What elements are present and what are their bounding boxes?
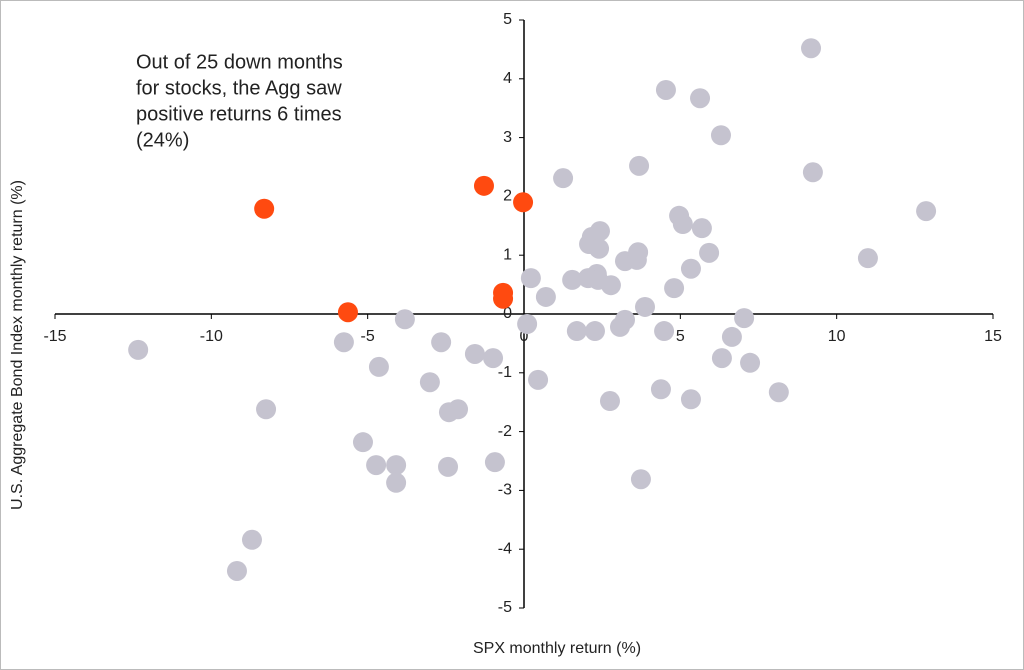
point [535,286,556,307]
x-tick-label: -5 [361,328,375,345]
point [337,302,358,323]
y-tick-label: -1 [498,364,512,381]
x-tick-label: 0 [520,328,529,345]
point [448,399,469,420]
point [589,238,610,259]
annotation: Out of 25 down months [136,51,343,73]
y-tick-label: -3 [498,482,512,499]
y-tick-label: 3 [503,129,512,146]
point [857,248,878,269]
x-axis-label: SPX monthly return (%) [473,640,641,657]
point [333,332,354,353]
point [802,162,823,183]
point [256,399,277,420]
point [630,469,651,490]
point [699,242,720,263]
point [438,456,459,477]
point [513,192,534,213]
point [801,38,822,59]
point [672,214,693,235]
point [241,529,262,550]
point [431,332,452,353]
point [614,309,635,330]
point [768,382,789,403]
point [734,308,755,329]
point [517,313,538,334]
point [473,175,494,196]
annotation: for stocks, the Agg saw [136,77,342,99]
x-tick-label: -10 [200,328,223,345]
y-tick-label: -5 [498,599,512,616]
point [520,268,541,289]
point [394,309,415,330]
y-tick-label: 5 [503,11,512,28]
y-tick-label: -2 [498,423,512,440]
point [566,321,587,342]
annotation: positive returns 6 times [136,103,342,125]
point [254,198,275,219]
y-tick-label: 1 [503,246,512,263]
point [483,348,504,369]
point [128,339,149,360]
annotation: (24%) [136,129,189,151]
point [635,296,656,317]
point [680,258,701,279]
point [711,348,732,369]
y-tick-label: 2 [503,188,512,205]
point [690,88,711,109]
x-tick-label: 5 [676,328,685,345]
point [553,168,574,189]
point [916,201,937,222]
point [599,391,620,412]
point [352,432,373,453]
point [680,389,701,410]
point [655,79,676,100]
point [226,560,247,581]
point [528,369,549,390]
x-tick-label: 15 [984,328,1002,345]
point [366,455,387,476]
point [386,472,407,493]
x-tick-label: -15 [43,328,66,345]
point [368,356,389,377]
point [721,326,742,347]
point [386,455,407,476]
point [650,379,671,400]
point [691,218,712,239]
point [654,321,675,342]
point [629,155,650,176]
y-tick-label: -4 [498,540,512,557]
x-tick-label: 10 [828,328,846,345]
point [484,452,505,473]
point [600,275,621,296]
point [562,269,583,290]
point [584,321,605,342]
point [464,343,485,364]
y-axis-label: U.S. Aggregate Bond Index monthly return… [9,180,26,510]
y-tick-label: 0 [503,305,512,322]
point [628,242,649,263]
point [589,221,610,242]
point [710,125,731,146]
point [664,278,685,299]
y-tick-label: 4 [503,70,512,87]
point [493,288,514,309]
point [419,372,440,393]
point [740,352,761,373]
